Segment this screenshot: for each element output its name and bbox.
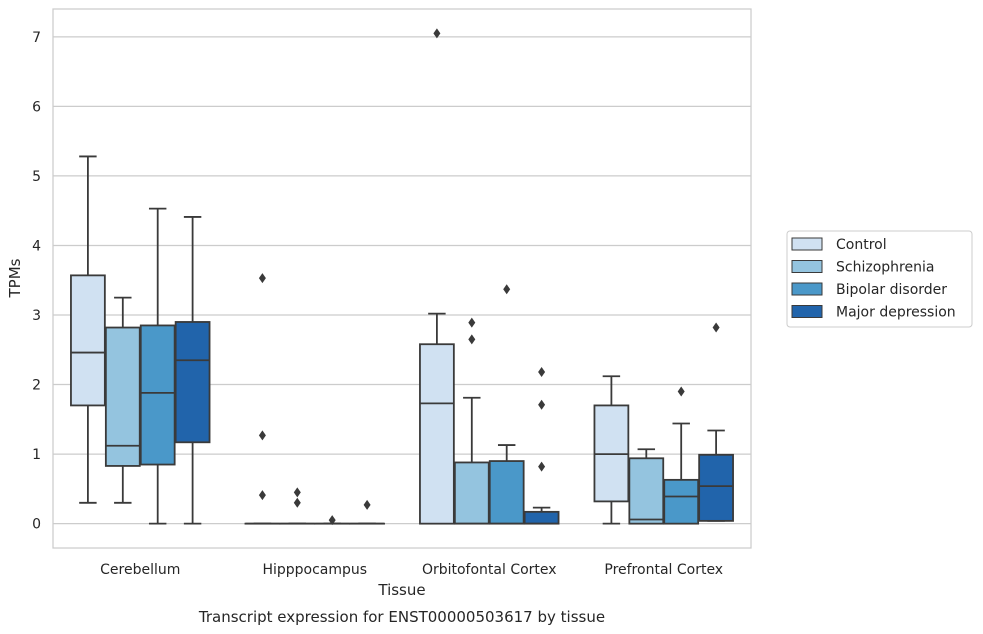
legend-swatch [791,237,823,251]
box-plot-box [104,296,141,504]
box-iqr [139,324,176,466]
box-plot-box [139,207,176,525]
box-plot-box [419,28,455,525]
outlier-point [538,399,546,410]
box-plot-box [488,284,525,525]
plot-frame [52,8,752,549]
box-plot-series [70,28,734,526]
x-tick-label: Orbitofontal Cortex [422,562,557,578]
chart-caption: Transcript expression for ENST0000050361… [198,608,605,626]
box-plot-box [698,322,734,522]
box-plot-box [174,216,211,525]
outlier-point [293,487,301,498]
y-tick-label: 7 [32,30,41,46]
box-plot-box [244,273,281,525]
legend-swatch [791,282,823,296]
y-tick-label: 5 [32,169,41,185]
box-iqr [104,326,141,467]
y-tick-label: 0 [32,517,41,533]
outlier-point [433,28,441,39]
legend-swatch [791,305,823,318]
box-plot-box [628,448,665,525]
box-iqr [453,461,490,525]
legend-frame [786,230,973,328]
outlier-point [293,497,301,508]
x-axis-label: Tissue [377,581,425,599]
outlier-point [538,461,546,472]
box-plot-box [70,155,106,504]
outlier-point [328,515,336,526]
box-iqr [628,457,665,525]
box-plot-box [349,499,385,525]
legend-label: Bipolar disorder [836,282,947,298]
legend-label: Schizophrenia [836,260,934,276]
box-plot-box [523,367,560,525]
x-tick-label: Prefrontal Cortex [604,562,723,578]
legend-label: Major depression [836,305,956,321]
box-iqr [698,453,734,522]
y-axis-label: TPMs [6,258,24,298]
legend-swatch [791,260,823,273]
x-axis-ticks: Cerebellum Hipppocampus Orbitofontal Corte… [100,562,723,578]
outlier-point [538,367,546,378]
y-axis-ticks: 0 1 2 3 4 5 6 7 [32,30,41,533]
y-tick-label: 6 [32,99,41,115]
outlier-point [258,490,266,501]
outlier-point [503,284,511,295]
legend: Control Schizophrenia Bipolar disorder Majo… [786,230,973,328]
box-plot-box [663,386,700,525]
outlier-point [712,322,720,333]
box-plot-box [453,317,490,525]
x-tick-label: Cerebellum [100,562,180,578]
x-tick-label: Hipppocampus [262,562,367,578]
box-iqr [174,321,211,444]
box-iqr [419,343,455,525]
outlier-point [468,334,476,345]
y-tick-label: 1 [32,447,41,463]
outlier-point [677,386,685,397]
outlier-point [468,317,476,328]
y-tick-label: 3 [32,308,41,324]
outlier-point [258,430,266,441]
box-plot-box [279,487,316,525]
box-plot-box [314,515,351,526]
box-iqr [70,274,106,407]
legend-label: Control [836,237,887,253]
outlier-point [363,499,371,510]
box-iqr [523,510,560,525]
box-plot-box [593,375,630,525]
box-iqr [663,478,700,525]
outlier-point [258,273,266,284]
y-tick-label: 2 [32,378,41,394]
box-iqr [488,460,525,525]
y-tick-label: 4 [32,238,41,254]
